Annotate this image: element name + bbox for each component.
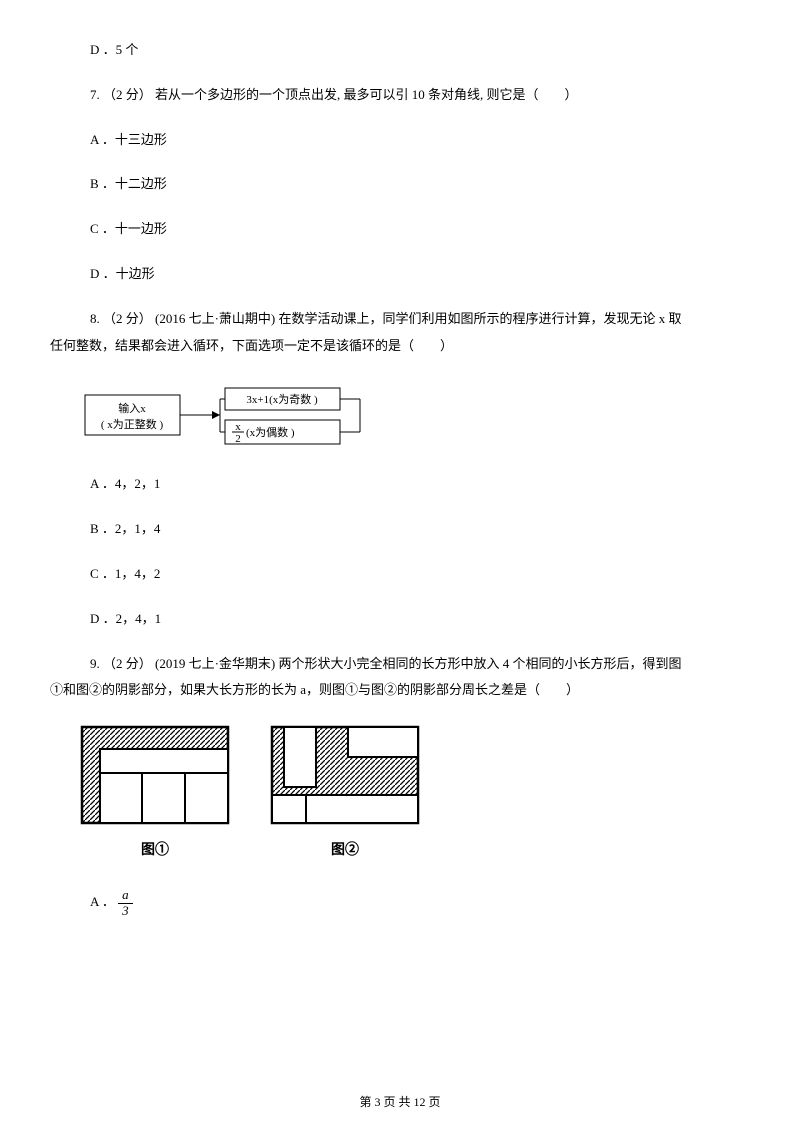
- q9-figure-1-label: 图①: [80, 838, 230, 860]
- q8-option-d: D ．2，4，1: [50, 609, 740, 630]
- q9-option-a: A ． a 3: [50, 888, 740, 918]
- q7-option-d: D ．十边形: [50, 264, 740, 285]
- q9-stem-line2: ①和图②的阴影部分，如果大长方形的长为 a，则图①与图②的阴影部分周长之差是（ …: [50, 680, 740, 701]
- q6-option-d: D ．5 个: [50, 40, 740, 61]
- q8-flowchart: 输入x ( x为正整数 ) 3x+1(x为奇数 ) x 2 (x为偶数 ): [80, 380, 740, 450]
- q8-stem-line2: 任何整数，结果都会进入循环，下面选项一定不是该循环的是（ ）: [50, 336, 740, 357]
- q8-option-b: B ．2，1，4: [50, 519, 740, 540]
- fraction-denominator: 3: [118, 904, 133, 918]
- q9-figure-1: 图①: [80, 725, 230, 860]
- svg-text:2: 2: [235, 433, 241, 445]
- page-footer: 第 3 页 共 12 页: [0, 1093, 800, 1112]
- svg-text:输入x: 输入x: [118, 401, 146, 415]
- q9-figure-2-label: 图②: [270, 838, 420, 860]
- q8-option-c: C ．1，4，2: [50, 564, 740, 585]
- q9-stem-line1: 9. （2 分） (2019 七上·金华期末) 两个形状大小完全相同的长方形中放…: [50, 654, 740, 675]
- q7-option-b: B ．十二边形: [50, 174, 740, 195]
- q9-figure-2: 图②: [270, 725, 420, 860]
- svg-text:(x为偶数 ): (x为偶数 ): [246, 426, 295, 439]
- svg-text:3x+1(x为奇数 ): 3x+1(x为奇数 ): [246, 393, 318, 406]
- svg-text:( x为正整数 ): ( x为正整数 ): [101, 417, 164, 431]
- q9-option-a-prefix: A ．: [90, 894, 115, 909]
- svg-text:x: x: [235, 421, 241, 433]
- q7-stem: 7. （2 分） 若从一个多边形的一个顶点出发, 最多可以引 10 条对角线, …: [50, 85, 740, 106]
- q8-stem-line1: 8. （2 分） (2016 七上·萧山期中) 在数学活动课上，同学们利用如图所…: [50, 309, 740, 330]
- fraction-numerator: a: [118, 888, 133, 903]
- q9-figures: 图① 图②: [80, 725, 740, 860]
- fraction-a-over-3: a 3: [118, 888, 133, 918]
- q7-option-a: A ．十三边形: [50, 130, 740, 151]
- q7-option-c: C ．十一边形: [50, 219, 740, 240]
- q8-option-a: A ．4，2，1: [50, 474, 740, 495]
